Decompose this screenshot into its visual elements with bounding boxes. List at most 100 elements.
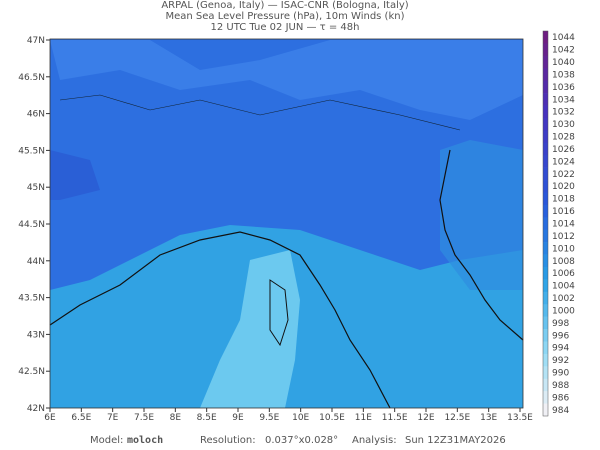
colorbar-label: 994	[552, 344, 569, 354]
x-tick-label: 10.5E	[319, 413, 345, 423]
y-tick-label: 45.5N	[18, 146, 45, 156]
x-tick-label: 11E	[355, 413, 372, 423]
colorbar-cell	[543, 254, 548, 268]
y-tick-label: 42.5N	[18, 367, 45, 377]
colorbar-label: 1036	[552, 83, 575, 93]
colorbar-cell	[543, 366, 548, 380]
colorbar-cell	[543, 31, 548, 44]
colorbar-cell	[543, 130, 548, 144]
colorbar-label: 1016	[552, 207, 575, 217]
footer-value: 0.037°x0.028°	[265, 435, 338, 446]
colorbar-cell	[543, 403, 548, 417]
colorbar-label: 1004	[552, 282, 575, 292]
colorbar-label: 1014	[552, 220, 575, 230]
colorbar-frame	[542, 30, 549, 417]
header-line: 12 UTC Tue 02 JUN — τ = 48h	[211, 22, 360, 33]
colorbar-cell	[543, 391, 548, 404]
colorbar-cell	[543, 304, 548, 317]
colorbar-cell	[543, 80, 548, 94]
coastline	[439, 149, 524, 341]
colorbar-label: 988	[552, 381, 569, 391]
colorbar-cell	[543, 279, 548, 293]
colorbar-cell	[543, 43, 548, 57]
colorbar-label: 1002	[552, 294, 575, 304]
y-tick-label: 46.5N	[18, 73, 45, 83]
colorbar-label: 1042	[552, 46, 575, 56]
y-tick-label: 43.5N	[18, 294, 45, 304]
footer-label: Resolution:	[200, 435, 256, 446]
colorbar-label: 1040	[552, 58, 575, 68]
colorbar-label: 992	[552, 356, 569, 366]
border	[59, 94, 461, 131]
y-tick-label: 45N	[27, 183, 45, 193]
colorbar-label: 1010	[552, 244, 575, 254]
footer-value: Sun 12Z31MAY2026	[405, 435, 506, 446]
colorbar-label: 984	[552, 406, 569, 416]
x-tick-label: 9E	[232, 413, 244, 423]
footer-value: moloch	[127, 435, 163, 446]
colorbar-label: 990	[552, 369, 569, 379]
y-tick-label: 42N	[27, 404, 45, 414]
colorbar-label: 1022	[552, 170, 575, 180]
x-tick-label: 8.5E	[197, 413, 217, 423]
colorbar-cell	[543, 180, 548, 193]
colorbar-label: 986	[552, 393, 569, 403]
y-tick-label: 44.5N	[18, 220, 45, 230]
colorbar-label: 1034	[552, 95, 575, 105]
colorbar-label: 1008	[552, 257, 575, 267]
coastline	[269, 279, 289, 347]
header-line: ARPAL (Genoa, Italy) — ISAC-CNR (Bologna…	[161, 0, 408, 11]
colorbar-cell	[543, 142, 548, 156]
colorbar-cell	[543, 217, 548, 231]
colorbar-cell	[543, 353, 548, 367]
colorbar-cell	[543, 242, 548, 255]
x-tick-label: 12E	[417, 413, 434, 423]
colorbar-cell	[543, 378, 548, 392]
y-tick-label: 43N	[27, 330, 45, 340]
colorbar-label: 1026	[552, 145, 575, 155]
footer-label: Analysis:	[352, 435, 397, 446]
colorbar-cell	[543, 229, 548, 243]
header-line: Mean Sea Level Pressure (hPa), 10m Winds…	[166, 11, 405, 22]
colorbar-cell	[543, 329, 548, 342]
y-tick-label: 46N	[27, 110, 45, 120]
colorbar-label: 1030	[552, 120, 575, 130]
pressure-field	[50, 150, 100, 200]
x-tick-label: 7.5E	[134, 413, 154, 423]
x-tick-label: 13E	[480, 413, 497, 423]
colorbar-cell	[543, 117, 548, 131]
footer: Model: moloch Resolution: 0.037°x0.028° …	[90, 435, 506, 446]
x-tick-label: 10E	[292, 413, 309, 423]
x-tick-label: 6E	[44, 413, 56, 423]
x-tick-label: 6.5E	[71, 413, 91, 423]
colorbar-label: 1028	[552, 133, 575, 143]
colorbar-label: 1024	[552, 157, 575, 167]
colorbar-cell	[543, 266, 548, 280]
x-tick-label: 7E	[107, 413, 119, 423]
x-tick-label: 8E	[170, 413, 182, 423]
colorbar-label: 998	[552, 319, 569, 329]
colorbar-label: 996	[552, 331, 569, 341]
colorbar-cell	[543, 192, 548, 206]
colorbar-label: 1032	[552, 108, 575, 118]
colorbar-cell	[543, 204, 548, 218]
colorbar-cell	[543, 93, 548, 106]
colorbar-label: 1020	[552, 182, 575, 192]
y-tick-label: 47N	[27, 36, 45, 46]
colorbar-label: 1044	[552, 33, 575, 43]
colorbar-label: 1038	[552, 70, 575, 80]
colorbar-cell	[543, 291, 548, 305]
pressure-field	[440, 140, 523, 290]
colorbar-cell	[543, 55, 548, 69]
colorbar-label: 1000	[552, 306, 575, 316]
x-tick-label: 11.5E	[382, 413, 408, 423]
coastline	[49, 231, 391, 409]
x-tick-label: 9.5E	[259, 413, 279, 423]
x-tick-label: 13.5E	[507, 413, 533, 423]
colorbar-cell	[543, 105, 548, 119]
x-tick-label: 12.5E	[444, 413, 470, 423]
pressure-field	[200, 250, 300, 408]
map-area	[49, 38, 524, 409]
